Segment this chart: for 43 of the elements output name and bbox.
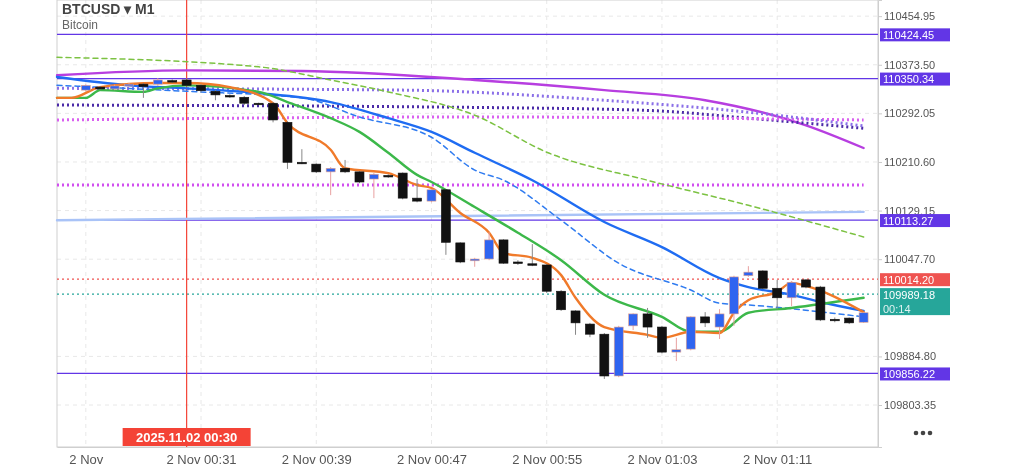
ref-line-label: 109856.22 xyxy=(883,367,935,380)
text: Bitcoin xyxy=(62,18,99,32)
line-series xyxy=(56,56,865,238)
ref-line-label: 2025.11.02 00:30 xyxy=(136,430,238,445)
y-tick-label: 109884.80 xyxy=(884,350,936,363)
candlestick xyxy=(772,279,782,310)
y-tick-label: 110292.05 xyxy=(884,107,936,120)
x-tick-label: 2 Nov xyxy=(69,452,104,468)
candlestick xyxy=(369,172,379,199)
chart-title: BTCUSD ▾ M1 xyxy=(62,1,155,17)
candlestick xyxy=(268,101,278,123)
candlestick xyxy=(714,308,725,340)
candlestick xyxy=(671,337,682,362)
candlestick xyxy=(556,289,566,312)
x-tick-label: 2 Nov 00:39 xyxy=(281,452,352,468)
line-series xyxy=(55,69,865,150)
candlestick xyxy=(297,148,307,165)
ref-line-label: 109989.18 00:14 xyxy=(883,288,935,315)
y-tick-label: 109803.35 xyxy=(884,399,936,412)
candlestick xyxy=(498,238,509,265)
x-tick-label: 2 Nov 00:55 xyxy=(512,452,583,468)
candlestick xyxy=(340,159,350,174)
y-tick-label: 110129.15 xyxy=(884,204,936,217)
ref-line-label: 110113.27 xyxy=(883,214,934,227)
candlestick xyxy=(570,309,581,336)
candlestick xyxy=(786,280,797,307)
y-tick-label: 110454.95 xyxy=(884,10,936,23)
ref-line-label: 110350.34 xyxy=(883,73,935,86)
candlestick xyxy=(757,269,768,290)
line-series xyxy=(55,103,866,130)
candlestick xyxy=(325,166,336,196)
x-tick-label: 2 Nov 00:47 xyxy=(396,452,468,468)
x-tick-label: 2 Nov 00:31 xyxy=(166,452,237,468)
candlestick xyxy=(642,307,653,339)
ref-line-label: 110014.20 xyxy=(883,273,935,286)
y-tick-label: 110373.50 xyxy=(884,58,936,71)
ref-line-label: 110424.45 xyxy=(883,28,935,41)
x-tick-label: 2 Nov 01:11 xyxy=(743,452,813,468)
candlestick xyxy=(484,231,494,261)
y-tick-label: 110047.70 xyxy=(884,253,936,266)
x-tick-label: 2 Nov 01:03 xyxy=(627,452,698,468)
line-series xyxy=(55,86,866,128)
y-tick-label: 110210.60 xyxy=(884,155,936,168)
